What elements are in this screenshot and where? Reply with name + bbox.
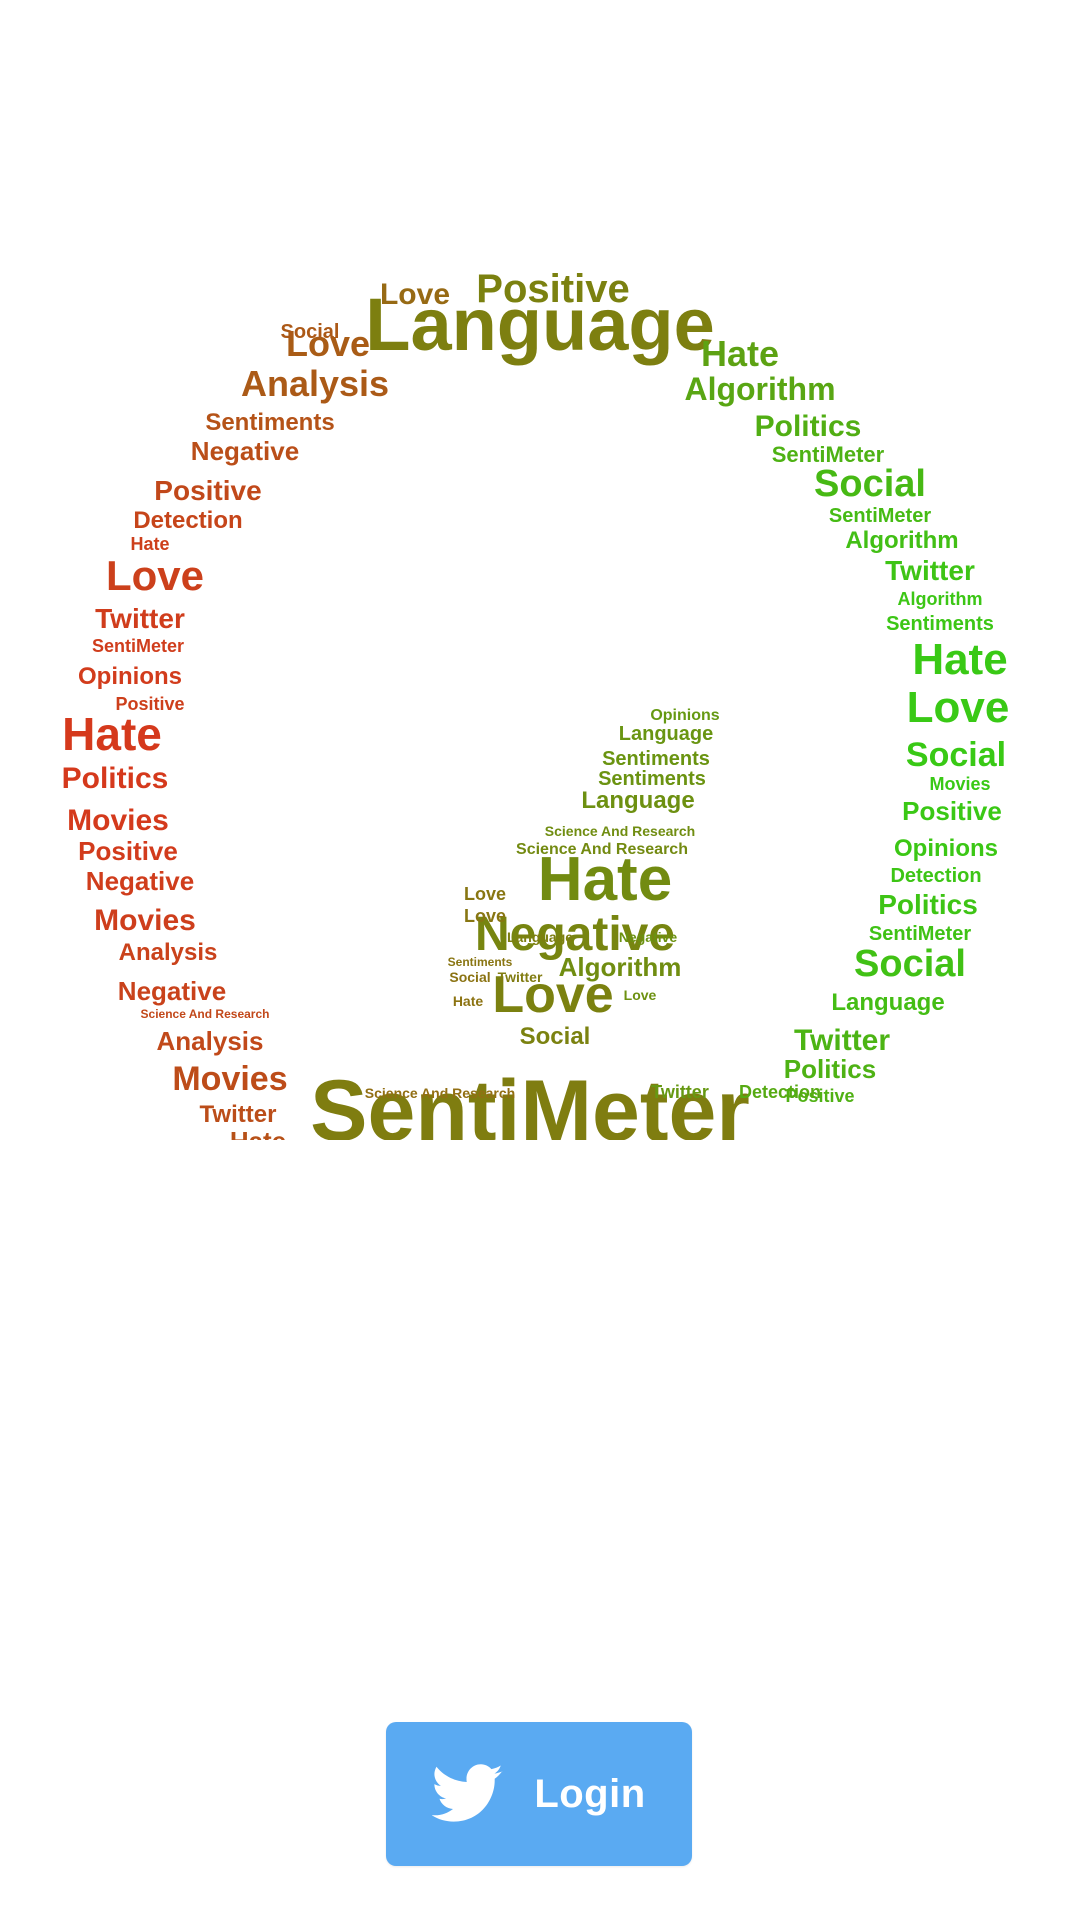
wordcloud-word: Love: [106, 552, 204, 599]
wordcloud-word: Politics: [784, 1054, 876, 1084]
wordcloud-word: Love: [464, 906, 506, 926]
wordcloud-word: SentiMeter: [772, 442, 885, 467]
wordcloud-word: Hate: [453, 993, 484, 1009]
wordcloud-word: Hate: [230, 1126, 286, 1140]
wordcloud-word: Social: [854, 943, 966, 985]
wordcloud-word: Movies: [172, 1060, 287, 1098]
wordcloud-word: Detection: [739, 1082, 821, 1102]
wordcloud-word: Language: [831, 989, 944, 1016]
wordcloud-word: Hate: [538, 845, 672, 914]
wordcloud-word: Social: [520, 1023, 591, 1050]
wordcloud-word: Algorithm: [845, 527, 958, 554]
wordcloud-word: SentiMeter: [310, 1063, 750, 1140]
wordcloud-word: Positive: [476, 267, 629, 311]
wordcloud-word: Twitter: [498, 969, 543, 985]
wordcloud-word: Opinions: [650, 707, 719, 724]
twitter-bird-icon: [432, 1764, 504, 1824]
wordcloud-word: Positive: [78, 836, 178, 866]
wordcloud-svg: LanguagePositiveLoveLoveSocialAnalysisHa…: [62, 267, 1010, 1140]
wordcloud-word: Algorithm: [559, 952, 682, 982]
wordcloud-word: Science And Research: [516, 841, 688, 858]
wordcloud-word: Social: [814, 463, 926, 505]
wordcloud-word: Sentiments: [598, 768, 706, 790]
wordcloud-word: Sentiments: [448, 955, 513, 969]
login-button-label: Login: [534, 1771, 646, 1816]
wordcloud-word: Movies: [929, 774, 990, 794]
wordcloud-word: Politics: [62, 762, 169, 795]
wordcloud-word: Movies: [94, 904, 196, 937]
wordcloud-word: Algorithm: [898, 589, 983, 609]
wordcloud-word: Twitter: [200, 1101, 277, 1128]
wordcloud-word: Positive: [785, 1086, 854, 1106]
wordcloud-word: Science And Research: [141, 1007, 270, 1021]
wordcloud-word: Science And Research: [545, 823, 695, 839]
wordcloud-word: Social: [906, 736, 1006, 774]
wordcloud-word: Twitter: [651, 1082, 709, 1102]
wordcloud-word: Hate: [62, 708, 162, 760]
wordcloud-word: Negative: [118, 976, 226, 1006]
wordcloud-word: SentiMeter: [92, 636, 184, 656]
wordcloud-word: Sentiments: [602, 748, 710, 770]
wordcloud-word: Positive: [154, 475, 261, 506]
wordcloud-word: Twitter: [885, 555, 975, 586]
wordcloud-word: Social: [449, 969, 490, 985]
wordcloud-word: Twitter: [95, 603, 185, 634]
wordcloud-word: Hate: [912, 635, 1007, 684]
wordcloud-word: Hate: [130, 534, 169, 554]
wordcloud-word: Language: [619, 723, 713, 745]
wordcloud-word: Sentiments: [205, 409, 334, 436]
wordcloud-word: Detection: [890, 865, 981, 887]
sentimeter-wordcloud-logo: Language Positive Love Love Social Analysis Ha…: [60, 260, 1020, 1140]
wordcloud-word: Movies: [67, 804, 169, 837]
wordcloud-word: Language: [507, 929, 573, 945]
wordcloud-word: Social: [281, 321, 340, 343]
wordcloud-word: Love: [624, 987, 657, 1003]
wordcloud-word: Analysis: [241, 363, 389, 404]
wordcloud-word: Negative: [619, 929, 678, 945]
wordcloud-word: Love: [380, 278, 450, 311]
wordcloud-word: Detection: [133, 507, 242, 534]
wordcloud-word: Opinions: [894, 835, 998, 862]
wordcloud-word: Negative: [86, 866, 194, 896]
wordcloud-word: Love: [907, 683, 1010, 732]
wordcloud-word: Positive: [902, 796, 1002, 826]
twitter-login-button[interactable]: Login: [386, 1722, 692, 1866]
wordcloud-word: Twitter: [794, 1024, 890, 1057]
wordcloud-word: Politics: [755, 410, 862, 443]
wordcloud-word: Opinions: [78, 663, 182, 690]
wordcloud-word: SentiMeter: [829, 505, 931, 527]
wordcloud-word: Algorithm: [684, 371, 835, 407]
wordcloud-word: Hate: [701, 333, 779, 374]
wordcloud-word: Analysis: [157, 1026, 264, 1056]
wordcloud-word: Love: [464, 884, 506, 904]
wordcloud-word: Sentiments: [886, 613, 994, 635]
wordcloud-word: Analysis: [119, 939, 218, 966]
wordcloud-word: Positive: [115, 694, 184, 714]
wordcloud-word: Negative: [475, 908, 675, 961]
wordcloud-word: Negative: [191, 436, 299, 466]
wordcloud-word: Love: [492, 966, 613, 1024]
wordcloud-word: Love: [286, 323, 370, 364]
wordcloud-word: SentiMeter: [869, 923, 971, 945]
wordcloud-word: Politics: [878, 889, 978, 920]
wordcloud-word: Language: [581, 787, 694, 814]
wordcloud-word: Language: [365, 283, 714, 366]
wordcloud-word: Science And Research: [365, 1085, 515, 1101]
